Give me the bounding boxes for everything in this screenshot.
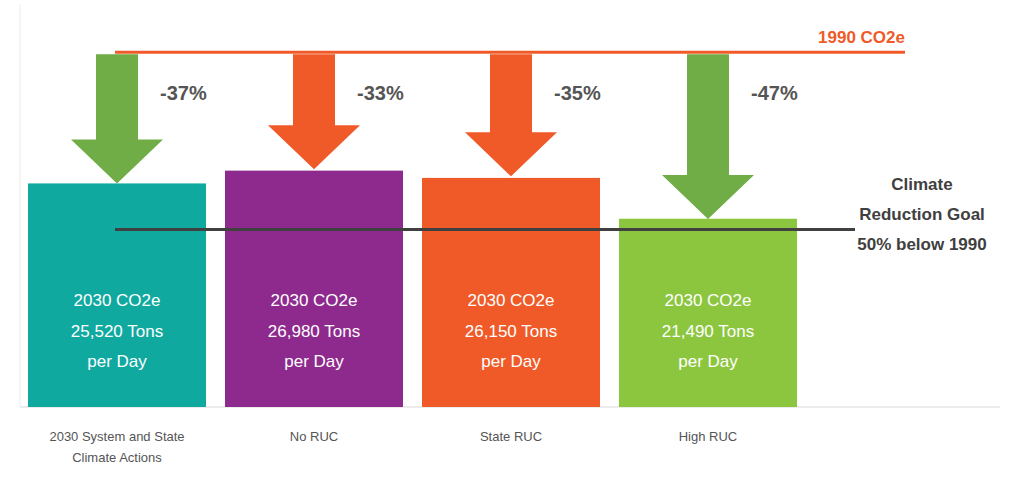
x-tick-label: No RUC	[290, 429, 338, 444]
change-label: -33%	[357, 82, 404, 104]
data-label-prefix: 2030 CO2e	[665, 291, 752, 310]
chart: 2030 System and StateClimate Actions No R…	[0, 0, 1024, 481]
bar	[619, 219, 797, 407]
data-label: 21,490 Tons	[662, 322, 754, 341]
y-axis	[20, 4, 21, 407]
bar	[225, 171, 403, 407]
data-label: 25,520 Tons	[71, 322, 163, 341]
data-label-suffix: per Day	[284, 352, 344, 371]
reduction-arrow	[662, 54, 754, 219]
bar	[28, 183, 206, 407]
change-label: -35%	[554, 82, 601, 104]
data-label-prefix: 2030 CO2e	[271, 291, 358, 310]
x-tick-label: State RUC	[480, 429, 542, 444]
reference-line	[115, 228, 855, 231]
x-tick-label: 2030 System and StateClimate Actions	[49, 429, 184, 465]
change-label: -47%	[751, 82, 798, 104]
data-label-suffix: per Day	[481, 352, 541, 371]
reference-line	[115, 51, 905, 54]
marks	[28, 52, 905, 407]
data-label-suffix: per Day	[678, 352, 738, 371]
bar	[422, 178, 600, 407]
reduction-arrow	[71, 54, 163, 183]
data-label: 26,980 Tons	[268, 322, 360, 341]
reduction-arrow	[465, 54, 557, 176]
reference-label: ClimateReduction Goal50% below 1990	[857, 175, 986, 254]
x-tick-label: High RUC	[679, 429, 738, 444]
reduction-arrow	[268, 54, 360, 169]
labels: 2030 System and StateClimate Actions No R…	[49, 28, 986, 465]
data-label-prefix: 2030 CO2e	[74, 291, 161, 310]
data-label: 26,150 Tons	[465, 322, 557, 341]
data-label-prefix: 2030 CO2e	[468, 291, 555, 310]
reference-label: 1990 CO2e	[818, 28, 905, 47]
change-label: -37%	[160, 82, 207, 104]
data-label-suffix: per Day	[87, 352, 147, 371]
